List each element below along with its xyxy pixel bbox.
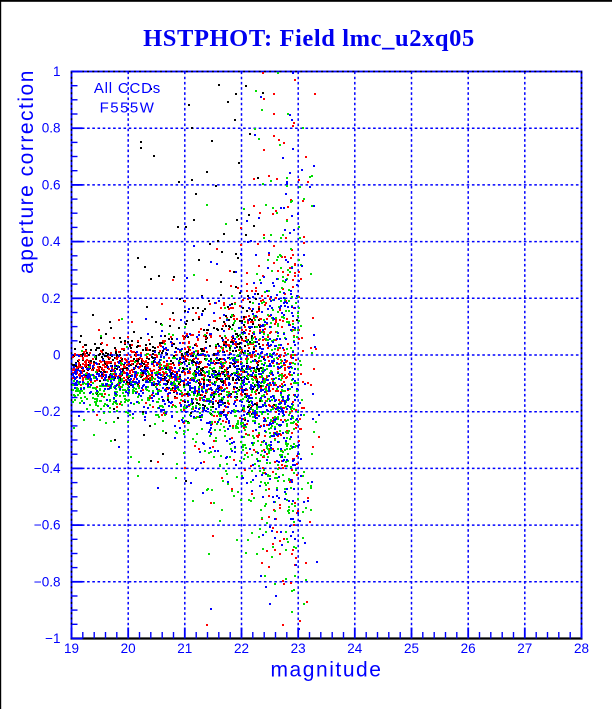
svg-text:1: 1 (53, 64, 61, 79)
svg-text:−1: −1 (45, 631, 60, 646)
svg-text:20: 20 (121, 641, 136, 656)
svg-text:27: 27 (517, 641, 532, 656)
svg-text:−0.4: −0.4 (34, 461, 61, 476)
svg-text:All CCDs: All CCDs (94, 80, 161, 97)
svg-text:0.6: 0.6 (42, 177, 61, 192)
svg-text:−0.6: −0.6 (34, 518, 61, 533)
svg-text:22: 22 (234, 641, 249, 656)
svg-text:0: 0 (53, 348, 61, 363)
svg-text:28: 28 (574, 641, 589, 656)
svg-text:25: 25 (404, 641, 419, 656)
svg-text:HSTPHOT: Field lmc_u2xq05: HSTPHOT: Field lmc_u2xq05 (143, 25, 475, 52)
svg-text:F555W: F555W (100, 100, 156, 117)
svg-text:19: 19 (64, 641, 79, 656)
svg-text:−0.2: −0.2 (34, 404, 61, 419)
svg-text:24: 24 (347, 641, 363, 656)
svg-text:aperture correction: aperture correction (15, 69, 38, 274)
svg-text:23: 23 (291, 641, 306, 656)
svg-text:0.8: 0.8 (42, 121, 61, 136)
svg-text:21: 21 (177, 641, 192, 656)
svg-text:0.4: 0.4 (42, 234, 61, 249)
svg-text:26: 26 (461, 641, 476, 656)
svg-text:−0.8: −0.8 (34, 574, 61, 589)
svg-text:magnitude: magnitude (270, 659, 382, 682)
svg-text:0.2: 0.2 (42, 291, 61, 306)
